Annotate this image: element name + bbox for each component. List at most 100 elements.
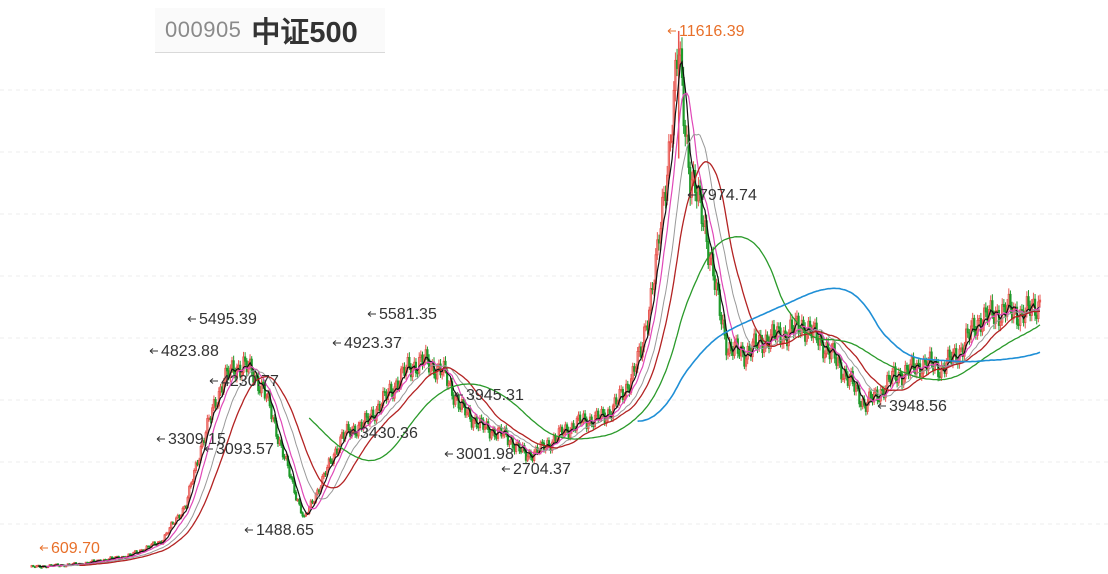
chart-title: 000905 中证500 (155, 8, 385, 53)
candle-down (283, 456, 286, 459)
candle-up (191, 480, 194, 485)
candle-down (495, 436, 498, 439)
candle-up (304, 512, 308, 517)
candle-down (608, 409, 611, 416)
annotation-arrow (687, 192, 696, 198)
candle-down (626, 383, 629, 389)
candle-down (434, 373, 437, 380)
candle-down (1035, 314, 1038, 319)
moving-average-lines (38, 60, 1041, 568)
ma30-line (79, 161, 1040, 567)
candle-up (552, 435, 555, 443)
annotation-arrow (149, 348, 158, 354)
candle-down (347, 424, 350, 431)
candle-down (378, 403, 381, 412)
candle-up (271, 417, 275, 420)
candle-down (329, 458, 332, 462)
annotation-label: 3309.15 (168, 431, 226, 448)
candle-up (400, 368, 403, 386)
ma20-line (62, 133, 1041, 567)
candle-up (940, 364, 943, 378)
candle-up (472, 420, 475, 428)
candle-down (772, 324, 776, 336)
ma60-line (308, 236, 1041, 462)
annotation-arrow (454, 392, 463, 398)
candle-up (953, 348, 956, 353)
candle-up (813, 322, 817, 327)
candle-up (649, 288, 652, 311)
candle-down (244, 356, 247, 362)
candle-down (270, 405, 273, 420)
candle-down (602, 408, 605, 414)
candle-up (978, 318, 981, 321)
candle-down (930, 351, 933, 364)
candle-down (488, 428, 491, 439)
candle-down (808, 320, 812, 331)
candle-down (32, 565, 35, 568)
candle-up (460, 399, 464, 410)
candle-up (836, 357, 840, 366)
candle-up (285, 455, 288, 459)
candle-up (631, 366, 634, 380)
candle-down (299, 503, 303, 514)
candle-up (726, 352, 730, 356)
candle-down (470, 418, 473, 428)
candle-up (260, 381, 263, 394)
candle-up (388, 383, 391, 393)
candle-down (92, 559, 96, 562)
candle-down (1009, 293, 1012, 309)
annotation-arrow (667, 28, 676, 34)
candle-up (442, 360, 445, 373)
candle-up (910, 356, 914, 365)
candle-up (618, 389, 621, 403)
candle-down (390, 383, 393, 394)
candle-up (600, 408, 603, 419)
candle-up (327, 458, 330, 469)
candle-up (620, 389, 623, 392)
candle-down (720, 314, 723, 325)
candle-up (465, 412, 468, 416)
candle-down (881, 389, 884, 392)
candle-up (652, 283, 656, 290)
annotation-label: 4230.77 (221, 373, 279, 390)
annotation-label: 3001.98 (456, 446, 514, 463)
candle-up (345, 424, 349, 434)
candle-up (715, 282, 718, 290)
candle-up (1038, 299, 1042, 303)
candle-up (309, 500, 312, 508)
candle-up (436, 365, 439, 380)
candle-down (178, 514, 181, 519)
candle-up (35, 565, 38, 568)
candle-down (426, 349, 429, 360)
candle-down (905, 365, 909, 370)
candle-up (406, 357, 409, 369)
candle-down (1002, 304, 1005, 308)
candle-up (212, 399, 216, 409)
candle-down (651, 288, 654, 291)
annotation-arrow (367, 311, 376, 317)
candle-down (288, 464, 291, 477)
candle-up (964, 328, 968, 347)
candle-up (823, 353, 826, 359)
candle-up (671, 134, 674, 143)
candle-up (334, 448, 337, 456)
candle-up (230, 360, 234, 369)
candle-down (301, 512, 304, 517)
annotation-label: 4923.37 (344, 335, 402, 352)
candle-up (710, 253, 713, 259)
candle-down (748, 345, 751, 353)
candle-down (835, 357, 838, 366)
candle-down (657, 239, 661, 244)
candle-down (877, 400, 881, 403)
candle-down (738, 352, 741, 357)
candle-down (513, 446, 516, 452)
annotation-label: 5581.35 (379, 306, 437, 323)
candle-down (966, 328, 969, 334)
candle-down (290, 475, 293, 479)
candle-down (403, 366, 406, 376)
candle-up (224, 367, 227, 384)
annotation-arrow (156, 436, 165, 442)
candle-up (501, 434, 505, 437)
ma10-line (46, 92, 1041, 568)
